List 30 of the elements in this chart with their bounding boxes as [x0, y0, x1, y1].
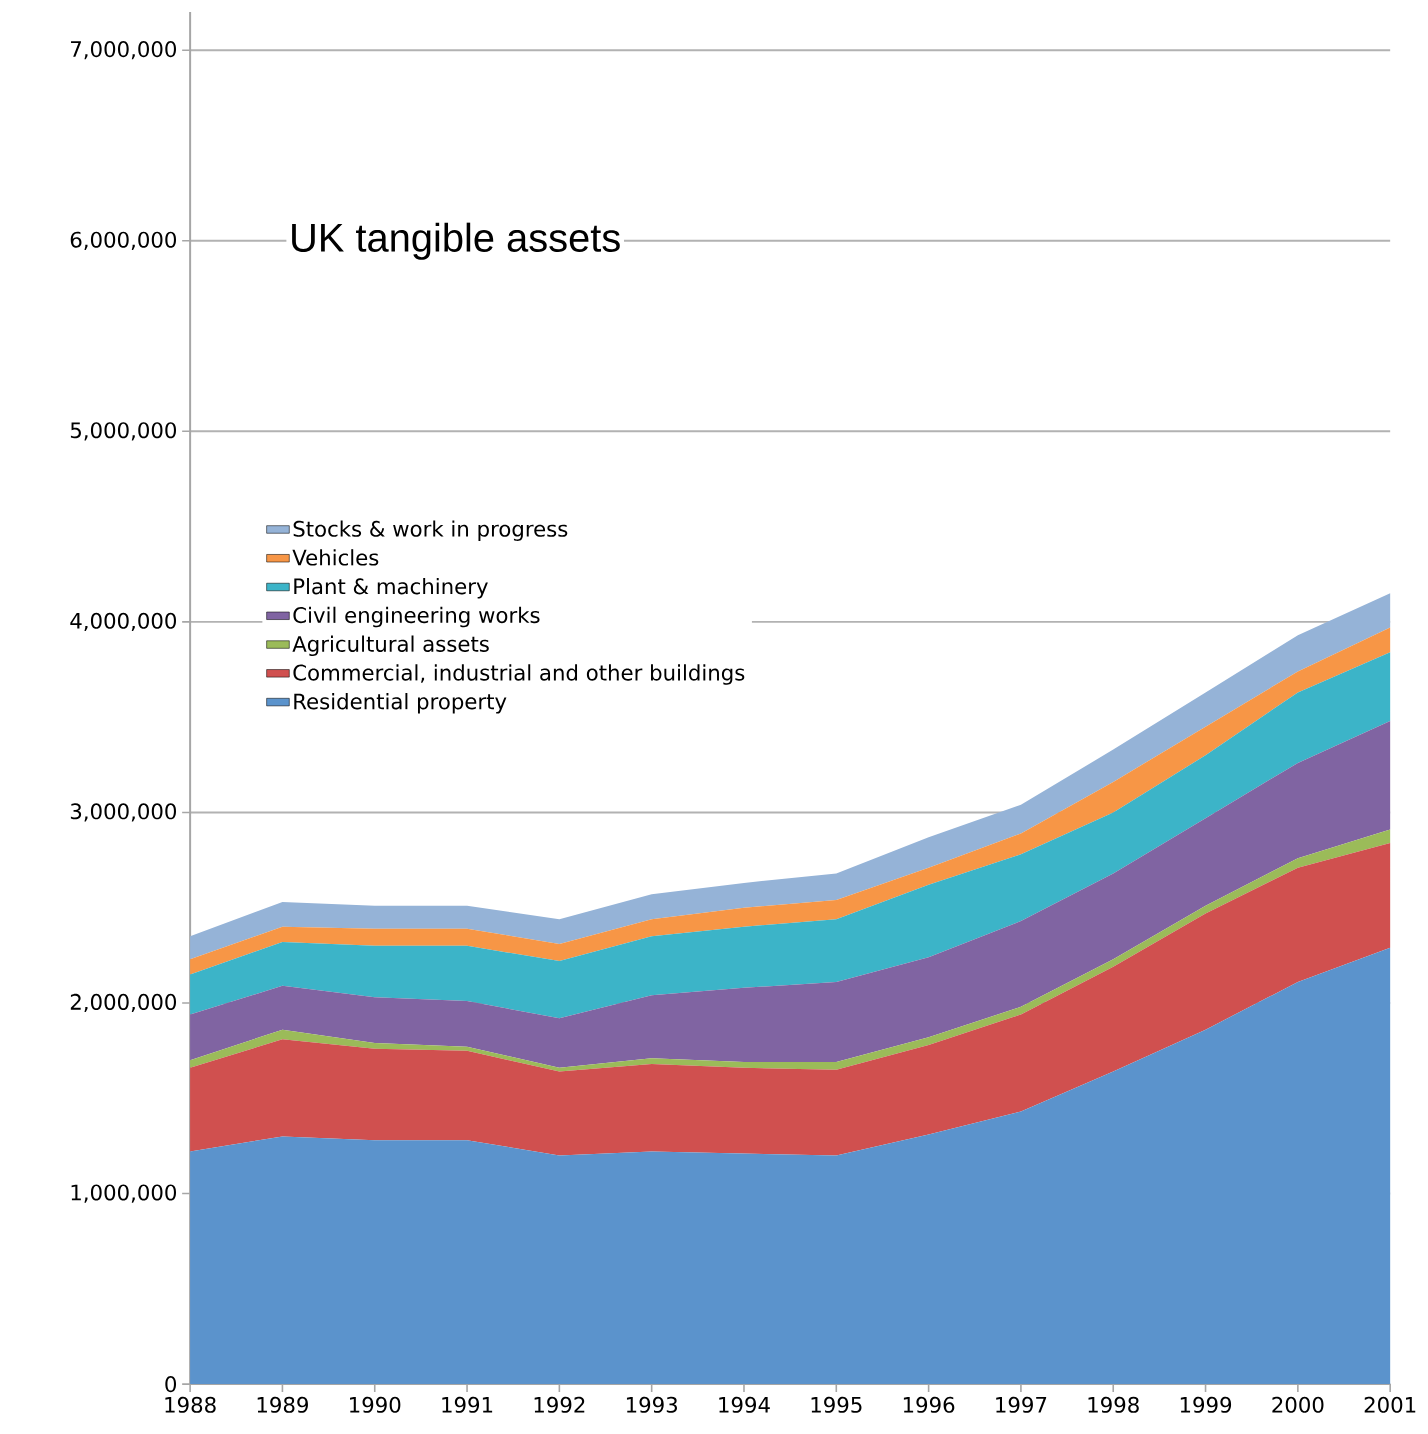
x-tick-label: 1990	[350, 1396, 401, 1413]
text: UK tangible assets	[292, 222, 620, 260]
x-tick-label: 1991	[442, 1396, 493, 1413]
x-tick-label: 2001	[1364, 1396, 1416, 1413]
y-tick-label: 4,000,000	[70, 612, 177, 631]
y-tick-label: 5,000,000	[70, 422, 177, 441]
x-tick-label: 1992	[534, 1396, 585, 1413]
x-tick-label: 1998	[1088, 1396, 1139, 1413]
legend-label: Residential property	[294, 693, 507, 714]
y-tick-label: 6,000,000	[70, 231, 177, 250]
y-tick-label: 0	[165, 1376, 177, 1393]
x-tick-label: 1994	[719, 1396, 770, 1413]
legend-label: Plant & machinery	[294, 577, 488, 599]
x-tick-label: 1995	[811, 1396, 862, 1413]
x-tick-label: 1993	[626, 1396, 678, 1413]
legend-label: Stocks & work in progress	[293, 520, 568, 541]
x-tick-label: 1997	[996, 1396, 1047, 1413]
x-tick-label: 1988	[165, 1396, 216, 1413]
x-tick-label: 1996	[903, 1396, 955, 1413]
legend-label: Commercial, industrial and other buildings	[293, 664, 745, 685]
y-tick-label: 2,000,000	[70, 993, 177, 1013]
x-tick-label: 1989	[257, 1396, 308, 1413]
legend-label: Civil engineering works	[293, 606, 540, 628]
y-tick-label: 7,000,000	[71, 41, 177, 60]
legend-label: Vehicles	[292, 549, 379, 566]
x-tick-label: 2000	[1272, 1396, 1324, 1413]
y-tick-label: 3,000,000	[70, 803, 177, 822]
x-tick-label: 1999	[1180, 1396, 1232, 1413]
y-tick-label: 1,000,000	[71, 1184, 177, 1203]
legend-label: Agricultural assets	[292, 635, 489, 657]
